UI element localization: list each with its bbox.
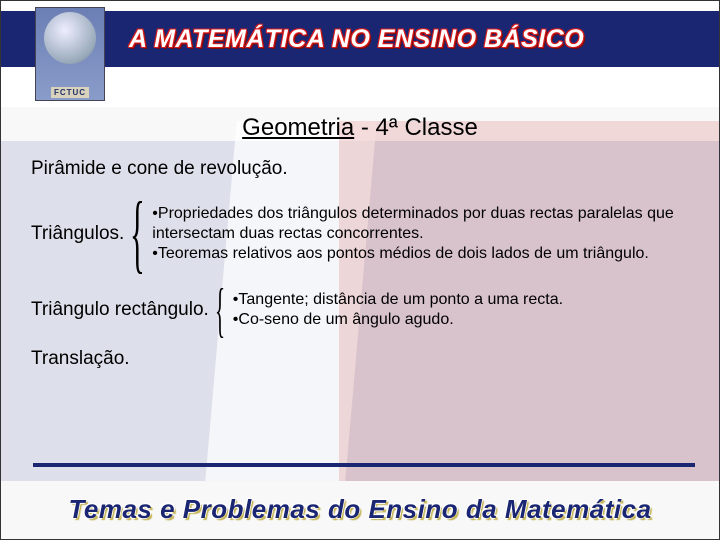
subtitle-rest: - 4ª Classe bbox=[354, 114, 478, 141]
topic-translacao-label: Translação. bbox=[31, 348, 130, 370]
logo-seal-icon bbox=[44, 12, 96, 64]
header-title-wrap: A MATEMÁTICA NO ENSINO BÁSICO bbox=[129, 11, 584, 67]
topic-piramide-label: Pirâmide e cone de revolução. bbox=[31, 158, 288, 180]
header-area: FCTUC A MATEMÁTICA NO ENSINO BÁSICO bbox=[1, 1, 719, 107]
topic-piramide: Pirâmide e cone de revolução. bbox=[31, 158, 707, 180]
topic-triangulo-rectangulo: Triângulo rectângulo. { •Tangente; distâ… bbox=[31, 290, 707, 330]
content-area: Pirâmide e cone de revolução. Triângulos… bbox=[31, 156, 707, 384]
topic-triangulos-label: Triângulos. bbox=[31, 223, 124, 245]
topic-translacao: Translação. bbox=[31, 348, 707, 370]
page-title: A MATEMÁTICA NO ENSINO BÁSICO bbox=[129, 25, 584, 54]
section-subtitle: Geometria - 4ª Classe bbox=[1, 114, 719, 142]
subtitle-underlined: Geometria bbox=[242, 114, 354, 141]
topic-triangulo-rectangulo-label: Triângulo rectângulo. bbox=[31, 299, 209, 321]
slide-frame: FCTUC A MATEMÁTICA NO ENSINO BÁSICO Geom… bbox=[0, 0, 720, 540]
divider-bottom bbox=[33, 463, 695, 467]
topic-triangulos-bullets: •Propriedades dos triângulos determinado… bbox=[152, 204, 707, 264]
footer-title: Temas e Problemas do Ensino da Matemátic… bbox=[1, 494, 719, 525]
logo-label: FCTUC bbox=[51, 87, 89, 98]
topic-triangulos: Triângulos. { •Propriedades dos triângul… bbox=[31, 204, 707, 264]
institution-logo: FCTUC bbox=[35, 7, 105, 101]
topic-triangulo-rectangulo-bullets: •Tangente; distância de um ponto a uma r… bbox=[233, 290, 563, 330]
